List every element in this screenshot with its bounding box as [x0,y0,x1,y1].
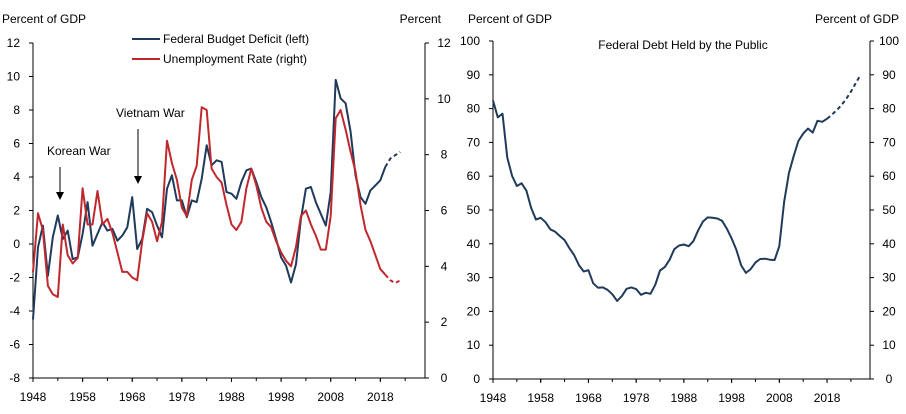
right-chart-left-axis-title: Percent of GDP [468,12,552,26]
right-chart-y-left-tick-label: 70 [467,135,481,149]
right-chart-y-left-tick-label: 30 [467,271,481,285]
annotation-vietnam-war-arrowhead [134,176,142,184]
left-chart-y-left-tick-label: -8 [9,371,20,385]
annotation-korean-war: Korean War [47,144,111,158]
left-chart-left-axis-title: Percent of GDP [2,12,86,26]
left-chart-y-left-tick-label: -6 [9,338,20,352]
federal-debt-held-by-the-public-projection-line [826,74,862,120]
left-chart-y-right-tick-label: 6 [441,204,448,218]
left-chart-x-tick-label: 1988 [218,390,245,404]
left-chart-x-tick-label: 1998 [268,390,295,404]
right-chart-y-left-tick-label: 40 [467,237,481,251]
left-chart-y-right-tick-label: 10 [437,92,451,106]
left-chart-y-left-tick-label: 4 [13,170,20,184]
left-chart-x-tick-label: 1968 [119,390,146,404]
left-chart-x-tick-label: 1978 [169,390,196,404]
federal-budget-deficit-left-projection-line [384,151,401,168]
right-chart-y-left-tick-label: 80 [467,102,481,116]
unemployment-rate-right-projection-line [384,274,401,285]
right-chart-title: Federal Debt Held by the Public [598,38,767,52]
right-chart-x-tick-label: 1998 [718,391,745,405]
right-chart-y-left-tick-label: 20 [467,304,481,318]
right-chart-y-right-tick-label: 30 [882,271,896,285]
right-chart-y-left-tick-label: 0 [473,372,480,386]
right-chart-y-left-tick-label: 90 [467,68,481,82]
left-chart-y-left-tick-label: 8 [13,103,20,117]
right-chart-x-tick-label: 1978 [623,391,650,405]
federal-debt-held-by-the-public-line [492,100,828,302]
left-chart-y-right-tick-label: 12 [437,36,451,50]
right-chart-y-left-tick-label: 10 [467,338,481,352]
annotation-vietnam-war: Vietnam War [116,106,185,120]
left-chart-x-tick-label: 1948 [20,390,47,404]
left-chart-y-right-tick-label: 4 [441,259,448,273]
annotation-korean-war-arrowhead [56,192,64,200]
right-chart-y-right-tick-label: 40 [882,237,896,251]
left-chart-y-left-tick-label: 6 [13,137,20,151]
right-chart-x-tick-label: 2018 [814,391,841,405]
right-chart-y-right-tick-label: 70 [882,135,896,149]
right-chart-x-tick-label: 1968 [575,391,602,405]
left-chart-y-right-tick-label: 8 [441,148,448,162]
right-chart-x-tick-label: 2008 [766,391,793,405]
right-chart-x-tick-label: 1948 [480,391,507,405]
right-chart-y-right-tick-label: 10 [882,338,896,352]
right-chart-y-right-tick-label: 0 [886,372,893,386]
right-chart-y-left-tick-label: 50 [467,203,481,217]
federal-budget-deficit-left-line [32,78,387,320]
left-chart-y-left-tick-label: 12 [7,36,21,50]
right-chart-y-right-tick-label: 20 [882,304,896,318]
right-chart-y-right-tick-label: 50 [882,203,896,217]
right-chart-y-right-tick-label: 100 [879,34,899,48]
right-chart-y-right-tick-label: 80 [882,102,896,116]
legend-unemployment-label: Unemployment Rate (right) [163,52,307,66]
right-chart-x-tick-label: 1988 [671,391,698,405]
right-chart-y-left-tick-label: 100 [460,34,480,48]
left-chart-y-left-tick-label: -2 [9,271,20,285]
left-chart-x-tick-label: 1958 [69,390,96,404]
left-chart-y-right-tick-label: 2 [441,315,448,329]
left-chart-x-tick-label: 2008 [317,390,344,404]
left-chart-y-right-tick-label: 0 [441,371,448,385]
right-chart-right-axis-title: Percent of GDP [815,12,899,26]
left-chart-x-tick-label: 2018 [367,390,394,404]
legend-deficit-label: Federal Budget Deficit (left) [163,32,309,46]
left-chart-y-left-tick-label: 2 [13,204,20,218]
left-chart-y-left-tick-label: -4 [9,304,20,318]
right-chart-y-right-tick-label: 90 [882,68,896,82]
right-chart-y-left-tick-label: 60 [467,169,481,183]
right-chart-x-tick-label: 1958 [527,391,554,405]
unemployment-rate-right-line [32,106,387,298]
right-chart-y-right-tick-label: 60 [882,169,896,183]
left-chart-right-axis-title: Percent [400,12,442,26]
left-chart-y-left-tick-label: 10 [7,70,21,84]
left-chart-y-left-tick-label: 0 [13,237,20,251]
